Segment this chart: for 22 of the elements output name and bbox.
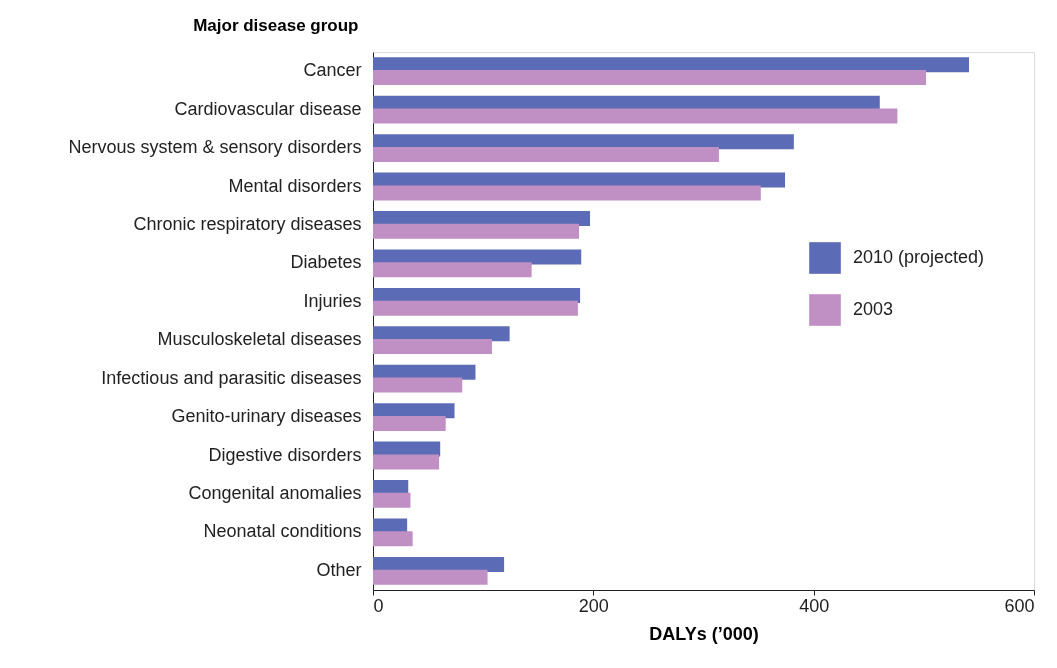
x-axis-title: DALYs (’000) (649, 623, 759, 644)
legend-label: 2003 (853, 299, 894, 319)
x-tick-label: 0 (373, 595, 384, 616)
y-tick-label: Genito-urinary diseases (171, 406, 362, 427)
y-tick-label: Cardiovascular disease (174, 98, 362, 119)
y-tick-label: Nervous system & sensory disorders (68, 137, 362, 158)
y-tick-label: Neonatal conditions (203, 521, 362, 542)
x-tick-label: 200 (578, 595, 609, 616)
legend-label: 2010 (projected) (853, 247, 985, 267)
y-tick-label: Congenital anomalies (188, 482, 362, 503)
y-tick-label: Other (316, 559, 362, 580)
y-tick-label: Injuries (303, 290, 362, 311)
y-tick-label: Musculoskeletal diseases (157, 329, 362, 350)
y-tick-label: Chronic respiratory diseases (133, 213, 362, 234)
x-tick-label: 400 (799, 595, 830, 616)
y-tick-label: Mental disorders (228, 175, 362, 196)
y-axis-title: Major disease group (193, 15, 359, 35)
y-tick-label: Infectious and parasitic diseases (101, 367, 362, 388)
x-tick-label: 600 (1004, 595, 1035, 616)
y-tick-label: Digestive disorders (208, 444, 362, 465)
y-tick-label: Diabetes (290, 252, 362, 273)
y-tick-label: Cancer (303, 60, 362, 81)
